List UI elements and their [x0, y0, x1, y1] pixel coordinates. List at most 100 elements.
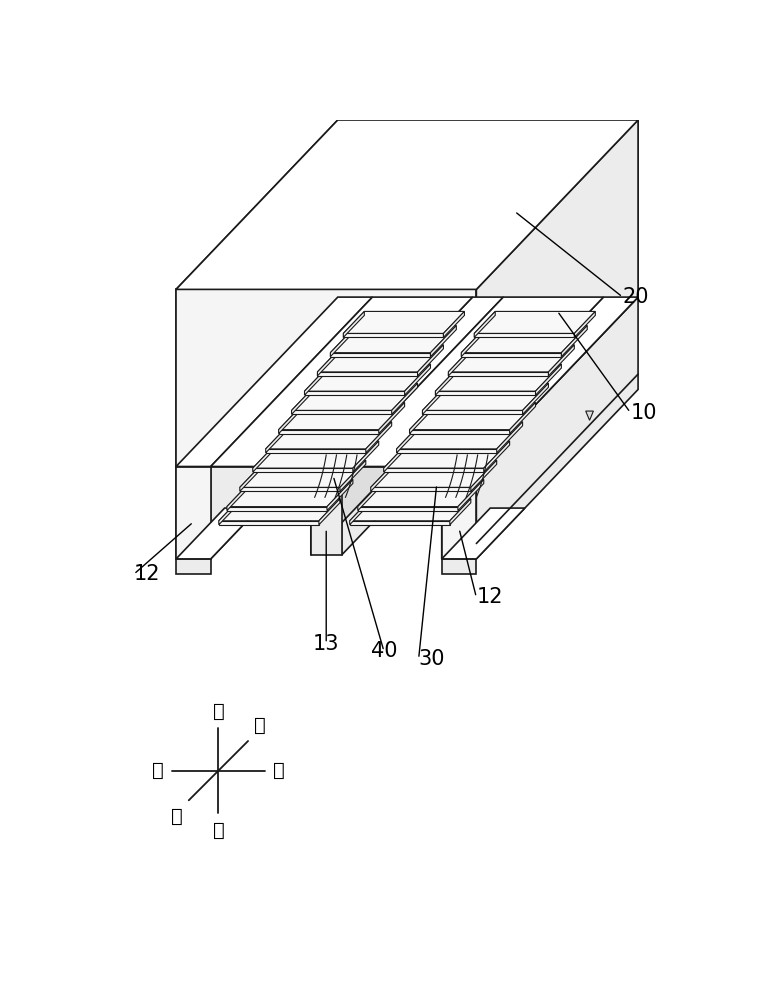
Polygon shape: [435, 364, 561, 391]
Polygon shape: [372, 297, 472, 386]
Polygon shape: [211, 297, 372, 559]
Polygon shape: [350, 499, 371, 525]
Text: 右: 右: [254, 716, 266, 735]
Polygon shape: [396, 422, 523, 449]
Polygon shape: [176, 559, 211, 574]
Polygon shape: [561, 326, 587, 357]
Text: 12: 12: [134, 564, 160, 584]
Polygon shape: [396, 449, 497, 453]
Polygon shape: [409, 403, 535, 430]
Polygon shape: [462, 326, 487, 357]
Polygon shape: [462, 353, 561, 357]
Polygon shape: [458, 480, 484, 511]
Polygon shape: [176, 466, 211, 559]
Polygon shape: [435, 364, 462, 395]
Polygon shape: [343, 311, 364, 337]
Polygon shape: [253, 441, 279, 472]
Polygon shape: [476, 297, 638, 559]
Polygon shape: [318, 345, 444, 372]
Text: 13: 13: [313, 634, 340, 654]
Polygon shape: [441, 559, 476, 574]
Polygon shape: [423, 383, 448, 414]
Polygon shape: [357, 507, 458, 511]
Polygon shape: [219, 521, 319, 525]
Polygon shape: [227, 507, 327, 511]
Polygon shape: [176, 289, 476, 466]
Polygon shape: [353, 441, 378, 472]
Polygon shape: [318, 372, 417, 376]
Polygon shape: [448, 345, 574, 372]
Polygon shape: [448, 345, 474, 376]
Polygon shape: [305, 364, 430, 391]
Polygon shape: [471, 460, 497, 491]
Polygon shape: [343, 333, 444, 337]
Polygon shape: [311, 466, 342, 555]
Text: 后: 后: [152, 761, 164, 780]
Polygon shape: [357, 480, 384, 511]
Polygon shape: [291, 410, 392, 414]
Polygon shape: [219, 499, 340, 521]
Polygon shape: [343, 311, 465, 333]
Polygon shape: [227, 480, 253, 511]
Text: 40: 40: [371, 641, 397, 661]
Polygon shape: [474, 333, 574, 337]
Polygon shape: [291, 383, 318, 414]
Polygon shape: [474, 311, 595, 333]
Polygon shape: [330, 353, 430, 357]
Polygon shape: [327, 480, 353, 511]
Text: 30: 30: [419, 649, 445, 669]
Polygon shape: [371, 460, 396, 491]
Polygon shape: [305, 364, 330, 395]
Polygon shape: [240, 460, 266, 491]
Polygon shape: [366, 422, 392, 453]
Polygon shape: [535, 364, 561, 395]
Polygon shape: [266, 422, 291, 453]
Polygon shape: [435, 391, 535, 395]
Polygon shape: [330, 326, 456, 353]
Polygon shape: [423, 410, 523, 414]
Polygon shape: [311, 297, 503, 466]
Polygon shape: [240, 460, 366, 487]
Polygon shape: [338, 120, 638, 297]
Polygon shape: [279, 430, 378, 434]
Polygon shape: [176, 297, 338, 559]
Polygon shape: [253, 441, 378, 468]
Polygon shape: [340, 460, 366, 491]
Polygon shape: [384, 441, 409, 472]
Polygon shape: [318, 345, 343, 376]
Text: 20: 20: [622, 287, 649, 307]
Polygon shape: [240, 487, 340, 491]
Text: 10: 10: [630, 403, 657, 423]
Polygon shape: [417, 345, 444, 376]
Polygon shape: [305, 391, 405, 395]
Text: 前: 前: [273, 761, 284, 780]
Polygon shape: [330, 326, 356, 357]
Polygon shape: [441, 508, 525, 559]
Polygon shape: [423, 383, 549, 410]
Polygon shape: [279, 403, 405, 430]
Polygon shape: [396, 422, 423, 453]
Text: 下: 下: [213, 821, 225, 840]
Polygon shape: [476, 120, 638, 466]
Polygon shape: [311, 297, 472, 555]
Polygon shape: [371, 487, 471, 491]
Polygon shape: [342, 297, 604, 466]
Polygon shape: [350, 499, 471, 521]
Polygon shape: [342, 297, 503, 555]
Polygon shape: [371, 460, 497, 487]
Polygon shape: [384, 468, 484, 472]
Polygon shape: [405, 364, 430, 395]
Polygon shape: [574, 311, 595, 337]
Polygon shape: [176, 120, 638, 289]
Polygon shape: [266, 449, 366, 453]
Polygon shape: [497, 422, 523, 453]
Polygon shape: [450, 499, 471, 525]
Polygon shape: [430, 326, 456, 357]
Polygon shape: [357, 480, 484, 507]
Text: 12: 12: [476, 587, 503, 607]
Polygon shape: [549, 345, 574, 376]
Polygon shape: [441, 297, 638, 466]
Polygon shape: [253, 468, 353, 472]
Polygon shape: [176, 120, 338, 466]
Polygon shape: [319, 499, 340, 525]
